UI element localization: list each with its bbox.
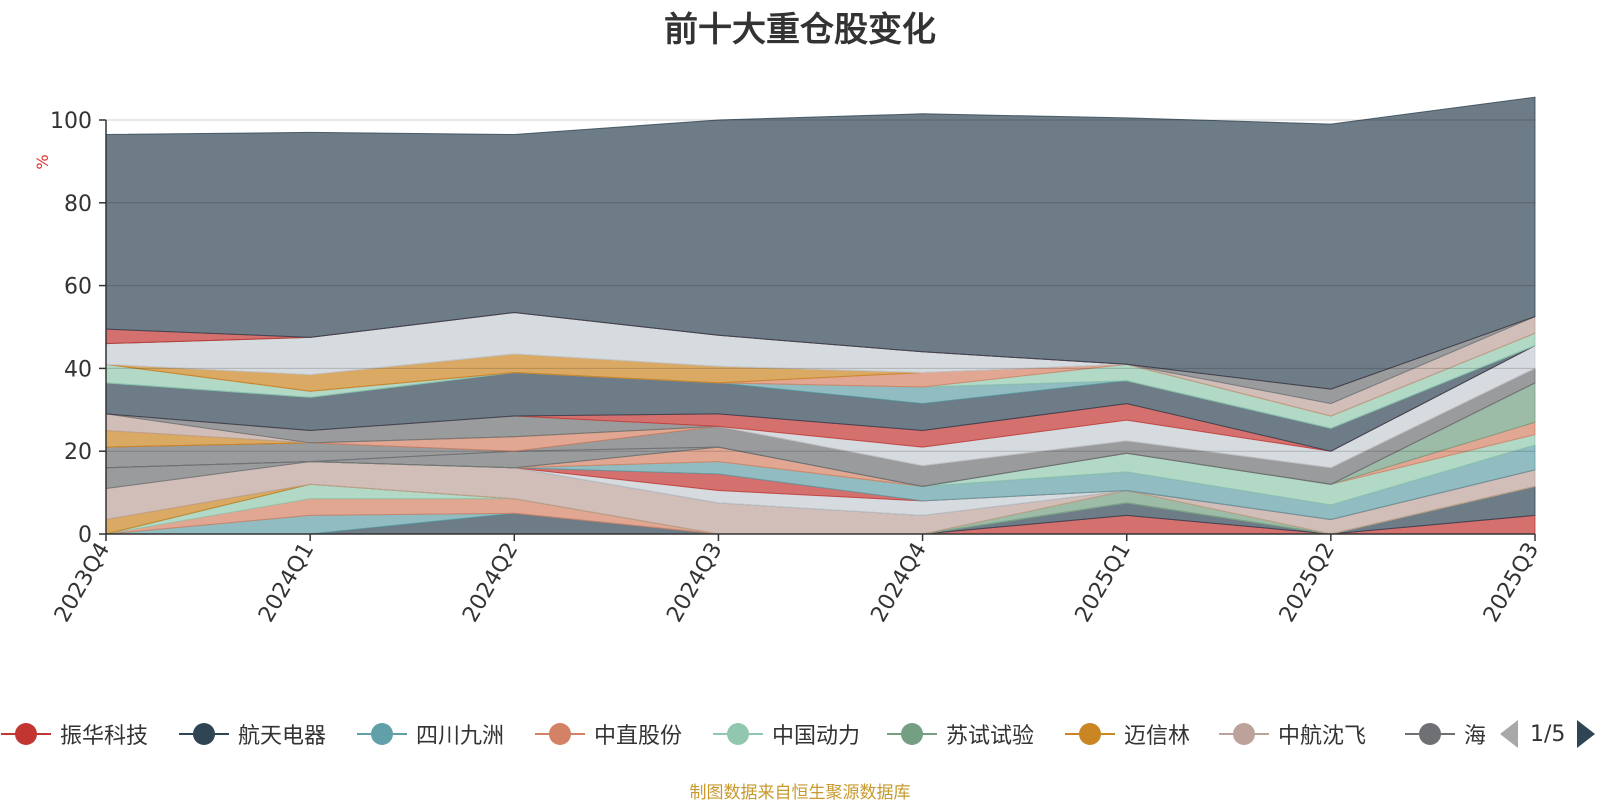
source-note: 制图数据来自恒生聚源数据库 [689, 783, 911, 803]
x-tick-label-2: 2024Q2 [458, 539, 523, 627]
legend-item-4[interactable]: 中国动力 [712, 716, 860, 752]
legend-swatch-icon [713, 723, 763, 745]
legend-item-6[interactable]: 迈信林 [1064, 716, 1190, 752]
x-tick-label-6: 2025Q2 [1275, 539, 1340, 627]
y-tick-label-0: 0 [78, 523, 92, 548]
legend-item-0[interactable]: 振华科技 [0, 716, 148, 752]
legend-swatch-icon [887, 723, 937, 745]
legend-item-7[interactable]: 中航沈飞 [1218, 716, 1366, 752]
legend-item-1[interactable]: 航天电器 [178, 716, 326, 752]
legend-label: 迈信林 [1124, 724, 1191, 749]
x-tick-label-0: 2023Q4 [50, 539, 115, 627]
y-tick-label-4: 80 [64, 192, 92, 217]
legend-item-2[interactable]: 四川九洲 [356, 716, 504, 752]
x-tick-label-4: 2024Q4 [866, 539, 931, 627]
legend-next-page-button[interactable] [1577, 720, 1596, 748]
legend-item-8[interactable]: 海格通信 [1404, 716, 1485, 752]
legend-label: 航天电器 [238, 724, 327, 749]
y-axis-label: % [33, 154, 52, 169]
x-tick-label-1: 2024Q1 [254, 539, 319, 627]
legend-swatch-icon [1405, 723, 1455, 745]
y-tick-label-2: 40 [64, 357, 92, 382]
y-tick-label-1: 20 [64, 440, 92, 465]
legend-label: 中直股份 [594, 724, 683, 749]
chart-plot: 0 20 40 60 80 100 2023Q4 2024Q1 2024Q2 2024Q3 2024… [33, 96, 1544, 627]
area-series-32[interactable] [105, 96, 1536, 390]
y-tick-label-3: 60 [64, 275, 92, 300]
legend-swatch-icon [535, 723, 585, 745]
chart-title: 前十大重仓股变化 [664, 10, 936, 50]
legend-label: 苏试试验 [946, 724, 1035, 749]
legend-swatch-icon [1219, 723, 1269, 745]
legend-swatch-icon [1065, 723, 1115, 745]
legend-item-5[interactable]: 苏试试验 [886, 716, 1034, 752]
legend-label: 振华科技 [60, 724, 149, 749]
legend-swatch-icon [1, 723, 51, 745]
legend-label: 中国动力 [772, 724, 861, 749]
legend: 振华科技 航天电器 四川九洲 中直股份 中国动力 苏试试验 迈信林 中航沈飞 海格通信 [0, 716, 1485, 752]
legend-prev-page-button[interactable] [1500, 720, 1518, 748]
legend-item-3[interactable]: 中直股份 [534, 716, 682, 752]
legend-label: 中航沈飞 [1278, 724, 1367, 749]
legend-page-indicator: 1/5 [1530, 721, 1566, 747]
legend-swatch-icon [179, 723, 229, 745]
x-tick-label-3: 2024Q3 [662, 539, 727, 627]
x-tick-label-5: 2025Q1 [1071, 539, 1136, 627]
legend-label: 海格通信 [1464, 724, 1485, 749]
legend-swatch-icon [357, 723, 407, 745]
x-tick-label-7: 2025Q3 [1479, 539, 1544, 627]
legend-pager: 1/5 [1500, 717, 1596, 751]
legend-label: 四川九洲 [416, 724, 505, 749]
y-tick-label-5: 100 [50, 109, 92, 134]
